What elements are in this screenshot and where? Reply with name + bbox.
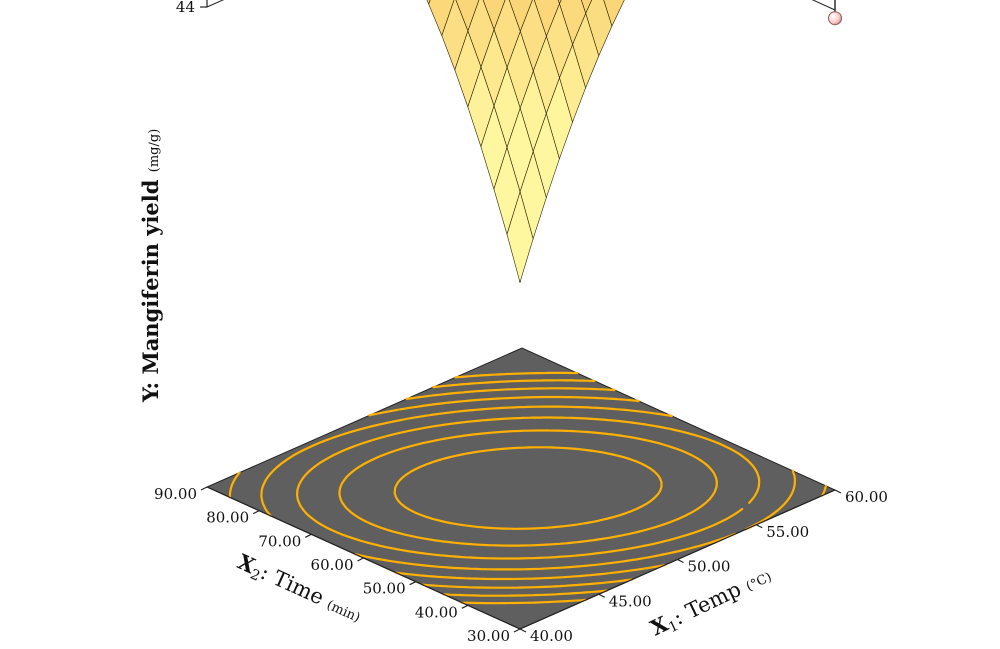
back-right-wall xyxy=(811,0,836,11)
contour-line xyxy=(393,446,663,530)
x-tick xyxy=(519,628,527,633)
contour-line xyxy=(260,405,796,571)
y-tick-label: 40.00 xyxy=(415,603,458,621)
contour-line xyxy=(454,371,587,605)
y-tick xyxy=(305,533,312,538)
y-tick xyxy=(357,557,364,562)
contour-line xyxy=(405,387,634,589)
axes: 44454647484930.0040.0050.0060.0070.0080.… xyxy=(154,0,888,645)
x-tick xyxy=(755,524,763,529)
y-tick-label: 60.00 xyxy=(311,556,354,574)
y-tick xyxy=(513,628,521,633)
x-tick-label: 50.00 xyxy=(688,558,731,576)
surface-cell xyxy=(581,0,593,15)
surface-cell xyxy=(426,0,431,5)
contour-line xyxy=(432,379,609,597)
y-tick xyxy=(409,581,416,586)
y-tick-label: 70.00 xyxy=(258,532,301,550)
x-tick xyxy=(677,558,684,564)
y-tick-label: 30.00 xyxy=(467,627,510,645)
y-tick xyxy=(252,510,260,515)
design-point xyxy=(828,11,842,26)
y-tick-label: 80.00 xyxy=(206,509,249,527)
y-tick-label: 90.00 xyxy=(154,485,197,503)
x-tick-label: 45.00 xyxy=(609,592,652,610)
response-surface xyxy=(426,0,625,284)
back-left-wall xyxy=(206,0,225,8)
y-tick xyxy=(200,486,208,491)
y-tick-label: 50.00 xyxy=(363,580,406,598)
y-tick xyxy=(461,604,469,609)
x-tick-label: 40.00 xyxy=(530,627,573,645)
back-walls xyxy=(206,0,836,11)
x-tick-label: 55.00 xyxy=(766,523,809,541)
surface-cell xyxy=(506,190,534,284)
x-tick xyxy=(834,489,842,494)
surface-cell xyxy=(603,0,625,27)
contour-lines xyxy=(228,371,827,605)
z-axis-title: Y: Mangiferin yield (mg/g) xyxy=(138,129,163,403)
contour-line xyxy=(338,429,718,547)
z-tick-label: 44 xyxy=(176,0,195,16)
contour-line xyxy=(228,395,827,581)
x-tick-label: 60.00 xyxy=(845,488,888,506)
contour-line xyxy=(296,416,761,560)
x-tick xyxy=(598,593,606,598)
